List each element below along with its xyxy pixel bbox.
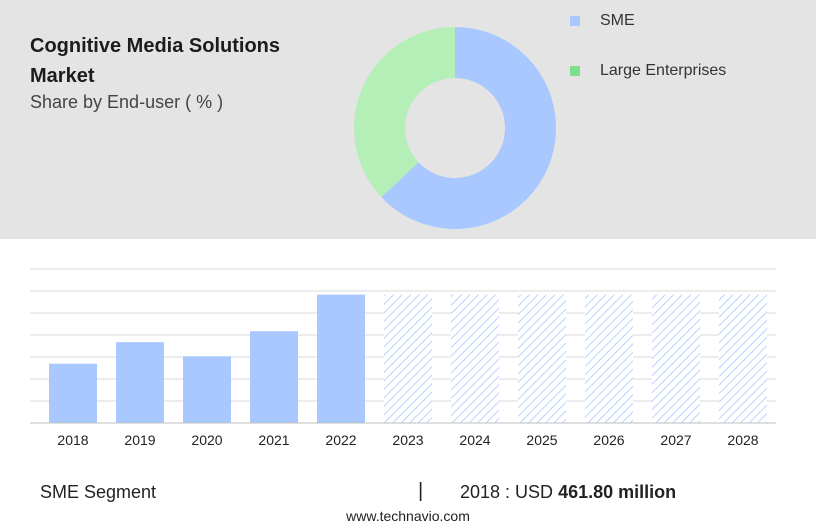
source-url[interactable]: www.technavio.com (346, 508, 470, 524)
x-tick-label-2024: 2024 (459, 432, 490, 448)
x-tick-label-2020: 2020 (191, 432, 222, 448)
donut-chart (354, 27, 556, 229)
x-tick-label-2025: 2025 (526, 432, 557, 448)
x-tick-label-2019: 2019 (124, 432, 155, 448)
segment-label: SME Segment (40, 482, 157, 502)
bar-2022 (317, 294, 365, 423)
legend-item-sme: SME (570, 12, 635, 30)
legend-item-large-enterprises: Large Enterprises (570, 62, 726, 80)
x-tick-label-2028: 2028 (727, 432, 758, 448)
bar-2024 (451, 294, 499, 423)
bar-2019 (116, 342, 164, 423)
bar-2023 (384, 294, 432, 423)
x-tick-label-2018: 2018 (57, 432, 88, 448)
x-tick-label-2027: 2027 (660, 432, 691, 448)
donut-slice-large-enterprises (354, 27, 455, 198)
segment-value-amount: 461.80 million (558, 482, 677, 502)
legend-swatch-large-enterprises (570, 65, 580, 76)
x-tick-label-2026: 2026 (593, 432, 624, 448)
bar-2026 (585, 294, 633, 423)
segment-value: 2018 : USD 461.80 million (460, 482, 676, 503)
x-tick-label-2021: 2021 (258, 432, 289, 448)
bar-2018 (49, 363, 97, 423)
bar-2028 (719, 294, 767, 423)
bar-2027 (652, 294, 700, 423)
bar-2025 (518, 294, 566, 423)
legend-swatch-sme (570, 15, 580, 26)
x-tick-label-2023: 2023 (392, 432, 423, 448)
chart-subtitle: Share by End-user ( % ) (30, 92, 224, 112)
footer-separator: | (418, 480, 424, 502)
bar-2021 (250, 331, 298, 423)
legend-label-large-enterprises: Large Enterprises (600, 62, 727, 79)
bar-2020 (183, 356, 231, 423)
segment-year-label: 2018 : USD (460, 482, 554, 502)
bar-chart: 2018 2019 2020 2021 2022 2023 2024 2025 2026 2027… (30, 268, 776, 448)
legend-label-sme: SME (600, 12, 635, 29)
x-tick-label-2022: 2022 (325, 432, 356, 448)
donut-slice-sme (381, 27, 556, 229)
chart-title: Cognitive Media Solutions Market (30, 35, 281, 87)
